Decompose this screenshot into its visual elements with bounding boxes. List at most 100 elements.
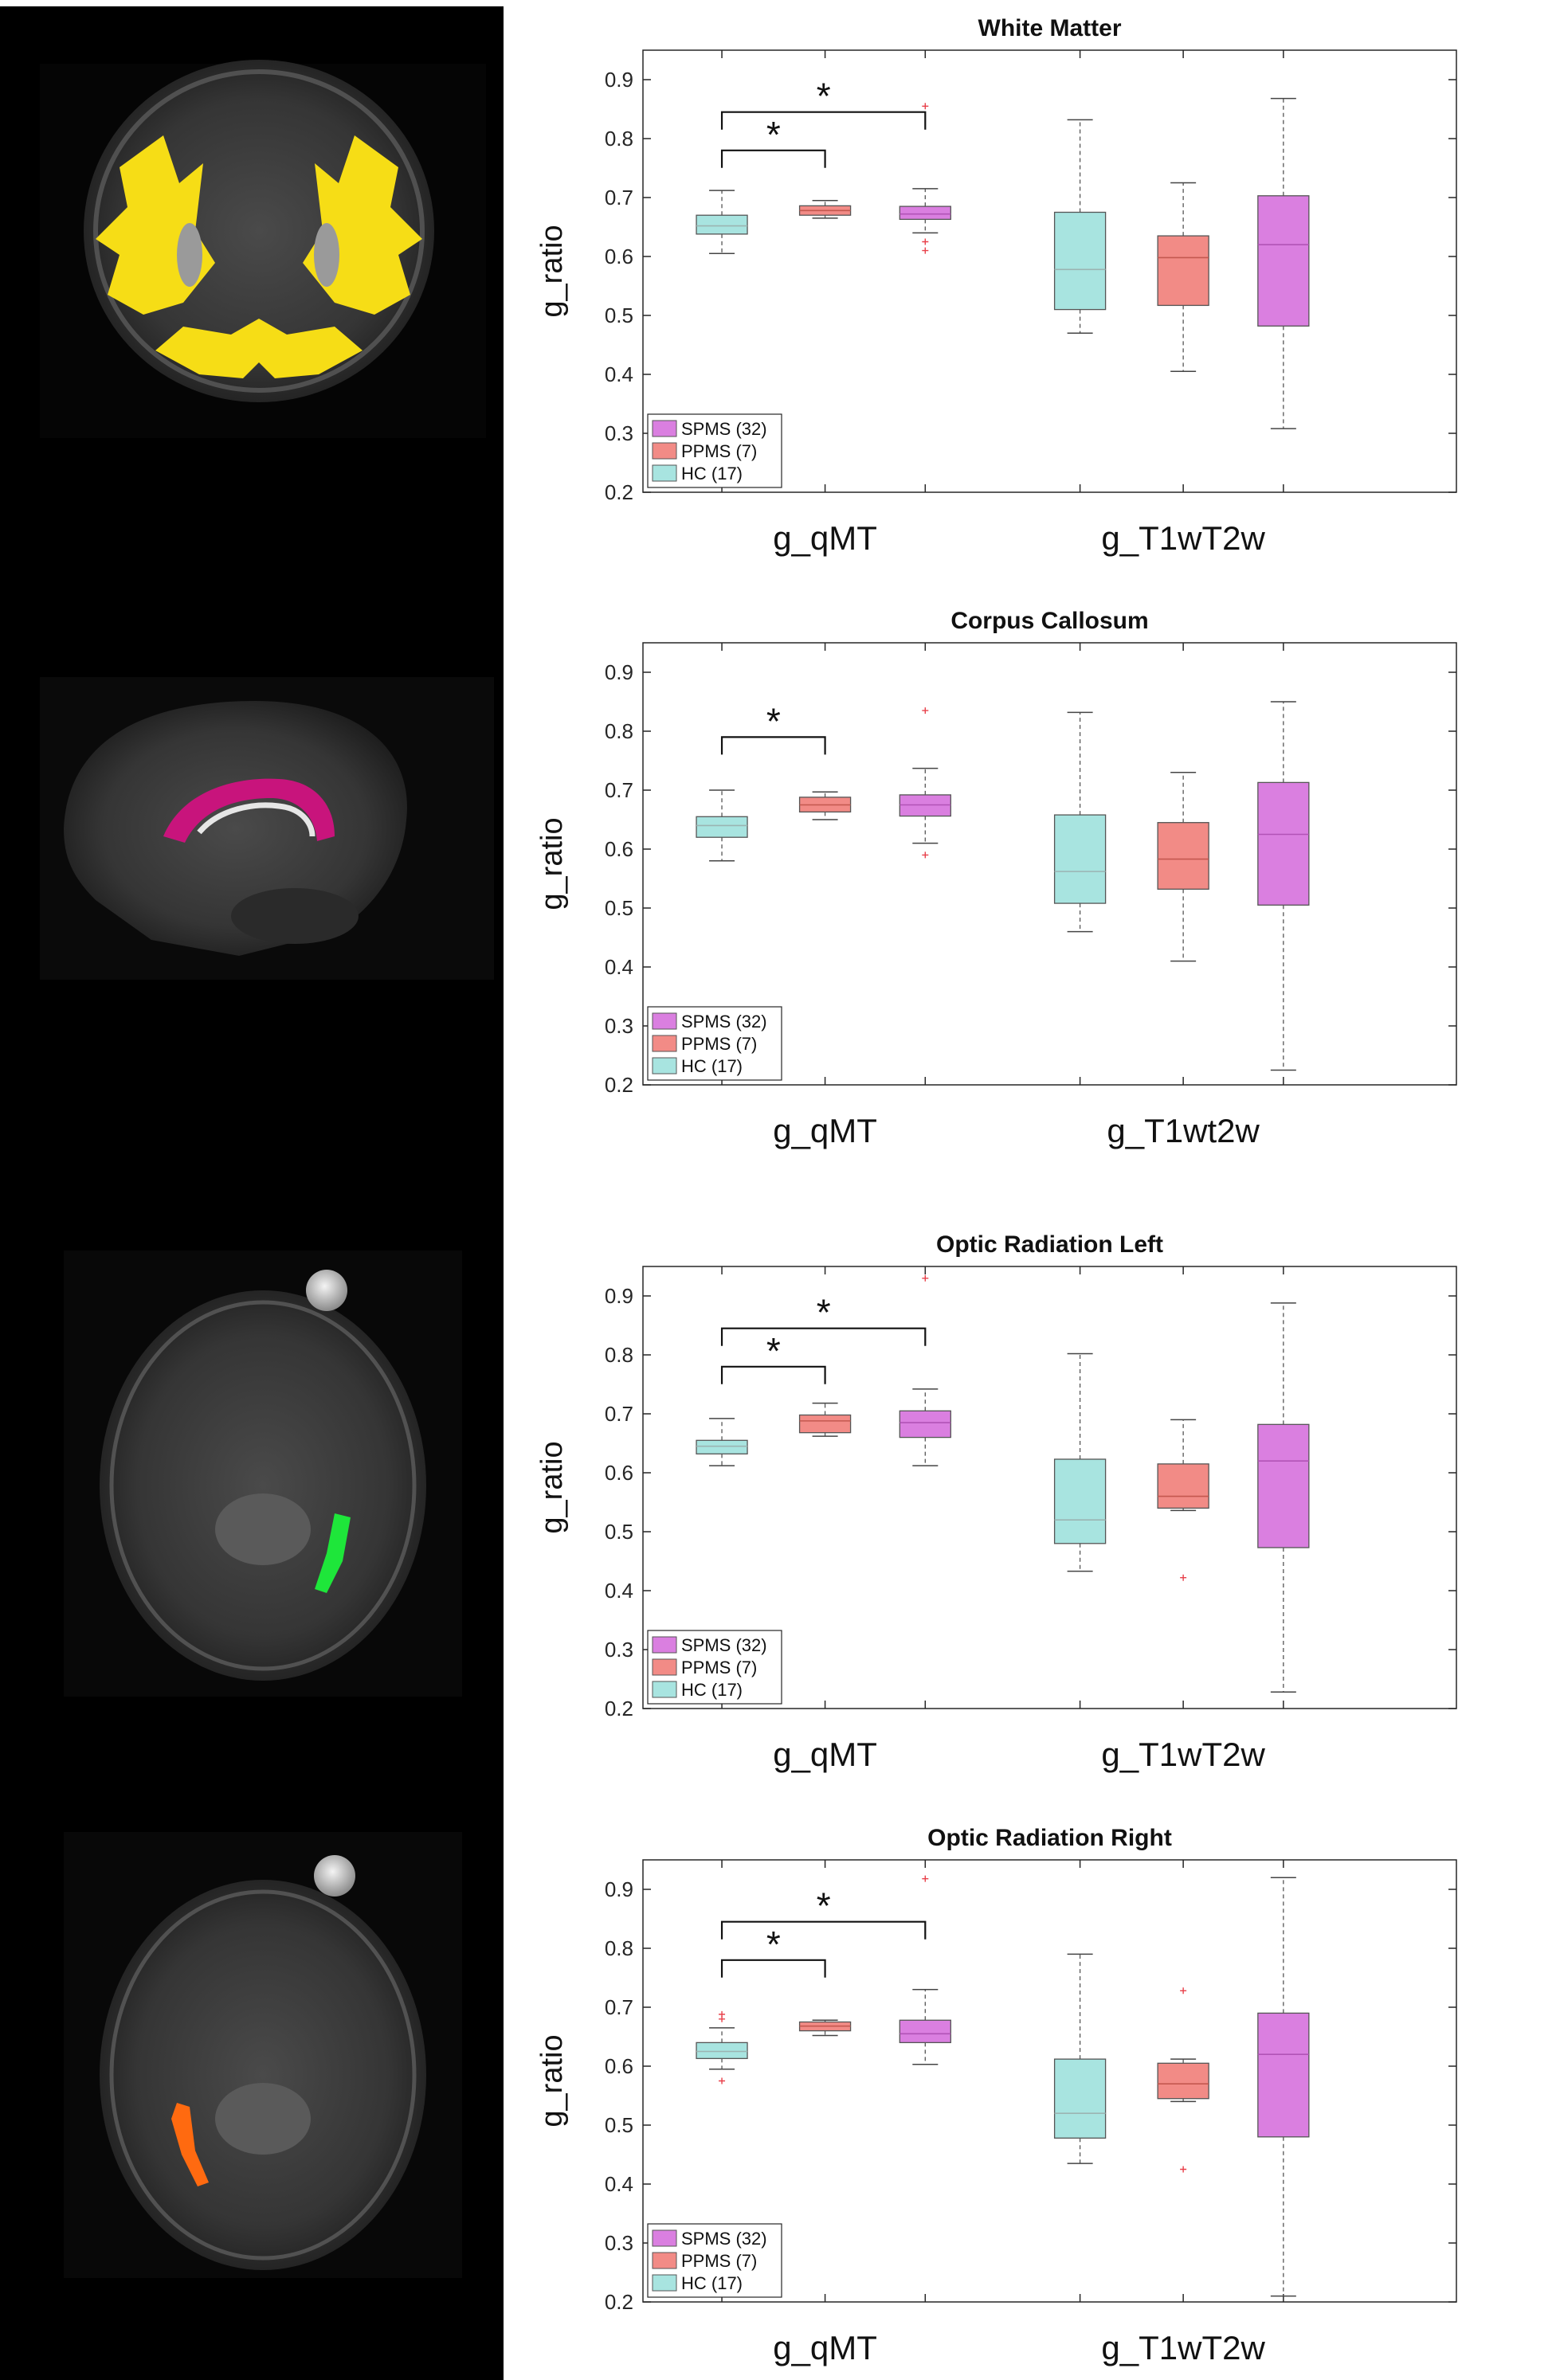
y-tick-label: 0.2 [605, 1073, 633, 1097]
box-ppms-g_t1wt2w [1157, 1987, 1209, 2173]
legend: SPMS (32)PPMS (7)HC (17) [647, 1630, 782, 1705]
y-tick-label: 0.8 [605, 719, 633, 743]
box-iqr [696, 816, 748, 838]
box-ppms-g_qmt [798, 199, 852, 219]
legend-label: PPMS (7) [681, 1034, 757, 1054]
x-category-label: g_qMT [773, 1736, 877, 1773]
corpus-callosum-mask-overlay [163, 778, 335, 843]
legend-label: SPMS (32) [681, 1635, 767, 1655]
x-category-label: g_T1wt2w [1107, 1112, 1260, 1149]
y-tick-label: 0.9 [605, 660, 633, 684]
box-hc-g_qmt [696, 190, 748, 255]
legend-label: HC (17) [681, 1056, 743, 1076]
outlier-point [1180, 2166, 1187, 2173]
box-iqr [899, 1410, 951, 1439]
chart-title: Optic Radiation Left [936, 1231, 1163, 1258]
y-tick-label: 0.3 [605, 421, 633, 445]
box-spms-g_t1wt2w [1257, 701, 1310, 1071]
x-category-label: g_T1wT2w [1101, 1736, 1265, 1773]
y-tick-label: 0.7 [605, 186, 633, 209]
legend: SPMS (32)PPMS (7)HC (17) [647, 1006, 782, 1081]
box-iqr [899, 2019, 951, 2044]
bracket-line [720, 1959, 826, 1978]
box-iqr [798, 1414, 852, 1434]
box-ppms-g_qmt [798, 791, 852, 820]
legend-swatch-hc [652, 1057, 677, 1075]
y-tick-label: 0.7 [605, 778, 633, 802]
box-spms-g_qmt [899, 1274, 951, 1466]
bracket-line [720, 1327, 927, 1346]
y-tick-label: 0.8 [605, 127, 633, 151]
legend-swatch-spms [652, 1012, 677, 1030]
y-tick-label: 0.7 [605, 1995, 633, 2019]
brain-image-axial-left [64, 1251, 462, 1697]
y-tick-label: 0.7 [605, 1402, 633, 1426]
box-hc-g_qmt [696, 1418, 748, 1466]
y-axis-label: g_ratio [535, 817, 569, 910]
chart-panel-2: Corpus Callosum 0.2 0.3 0.4 0.5 0.6 0.7 0.8 0.9 g… [535, 608, 1457, 1149]
y-tick-label: 0.9 [605, 1877, 633, 1901]
box-iqr [1053, 814, 1107, 904]
legend: SPMS (32)PPMS (7)HC (17) [647, 413, 782, 488]
outlier-point [1180, 1987, 1187, 1994]
significance-bracket: * [720, 1885, 927, 1940]
legend-label: HC (17) [681, 1680, 743, 1700]
y-tick-label: 0.9 [605, 1284, 633, 1308]
outlier-point [719, 2015, 726, 2022]
outlier-point [922, 238, 929, 245]
bracket-line [720, 1365, 826, 1384]
y-tick-label: 0.3 [605, 2231, 633, 2255]
bracket-line [720, 1920, 927, 1940]
brain-image-coronal [40, 60, 486, 438]
box-hc-g_t1wt2w [1053, 1953, 1107, 2164]
x-category-label: g_qMT [773, 1112, 877, 1149]
significance-star: * [766, 1330, 781, 1372]
y-tick-label: 0.6 [605, 245, 633, 268]
box-ppms-g_qmt [798, 2019, 852, 2037]
x-category-label: g_T1wT2w [1101, 519, 1265, 557]
outlier-point [922, 247, 929, 254]
legend-swatch-ppms [652, 1035, 677, 1052]
legend-swatch-ppms [652, 442, 677, 460]
y-tick-label: 0.9 [605, 68, 633, 92]
significance-star: * [766, 1924, 781, 1965]
box-iqr [1053, 211, 1107, 311]
significance-bracket: * [720, 1292, 927, 1346]
significance-bracket: * [720, 1330, 826, 1384]
box-iqr [1257, 2012, 1310, 2138]
significance-bracket: * [720, 76, 927, 130]
brain-image-sagittal [40, 677, 494, 980]
brain-image-axial-right [64, 1832, 462, 2278]
box-hc-g_t1wt2w [1053, 1352, 1107, 1572]
legend: SPMS (32)PPMS (7)HC (17) [647, 2223, 782, 2298]
box-iqr [696, 2041, 748, 2060]
legend-swatch-ppms [652, 2252, 677, 2269]
optic-radiation-left-mask-overlay [315, 1513, 351, 1593]
optic-radiation-right-mask-overlay [171, 2103, 209, 2186]
significance-star: * [766, 114, 781, 155]
y-tick-label: 0.5 [605, 303, 633, 327]
legend-label: SPMS (32) [681, 2229, 767, 2249]
legend-swatch-hc [652, 464, 677, 482]
box-iqr [1053, 1458, 1107, 1544]
y-tick-label: 0.6 [605, 837, 633, 861]
y-tick-label: 0.2 [605, 1697, 633, 1720]
x-category-label: g_qMT [773, 2329, 877, 2366]
chart-title: Corpus Callosum [950, 608, 1148, 634]
box-spms-g_qmt [899, 707, 951, 859]
chart-panel-3: Optic Radiation Left 0.2 0.3 0.4 0.5 0.6 0.7 0.… [535, 1231, 1457, 1773]
legend-swatch-hc [652, 2274, 677, 2292]
legend-label: HC (17) [681, 2273, 743, 2293]
y-tick-label: 0.4 [605, 362, 633, 386]
legend-label: SPMS (32) [681, 419, 767, 439]
box-iqr [696, 1439, 748, 1454]
box-iqr [1053, 2058, 1107, 2139]
box-hc-g_t1wt2w [1053, 119, 1107, 334]
significance-bracket: * [720, 700, 826, 755]
legend-swatch-spms [652, 1636, 677, 1654]
significance-star: * [817, 1885, 831, 1927]
outlier-point [922, 1274, 929, 1282]
legend-swatch-spms [652, 420, 677, 437]
y-tick-label: 0.5 [605, 2113, 633, 2137]
